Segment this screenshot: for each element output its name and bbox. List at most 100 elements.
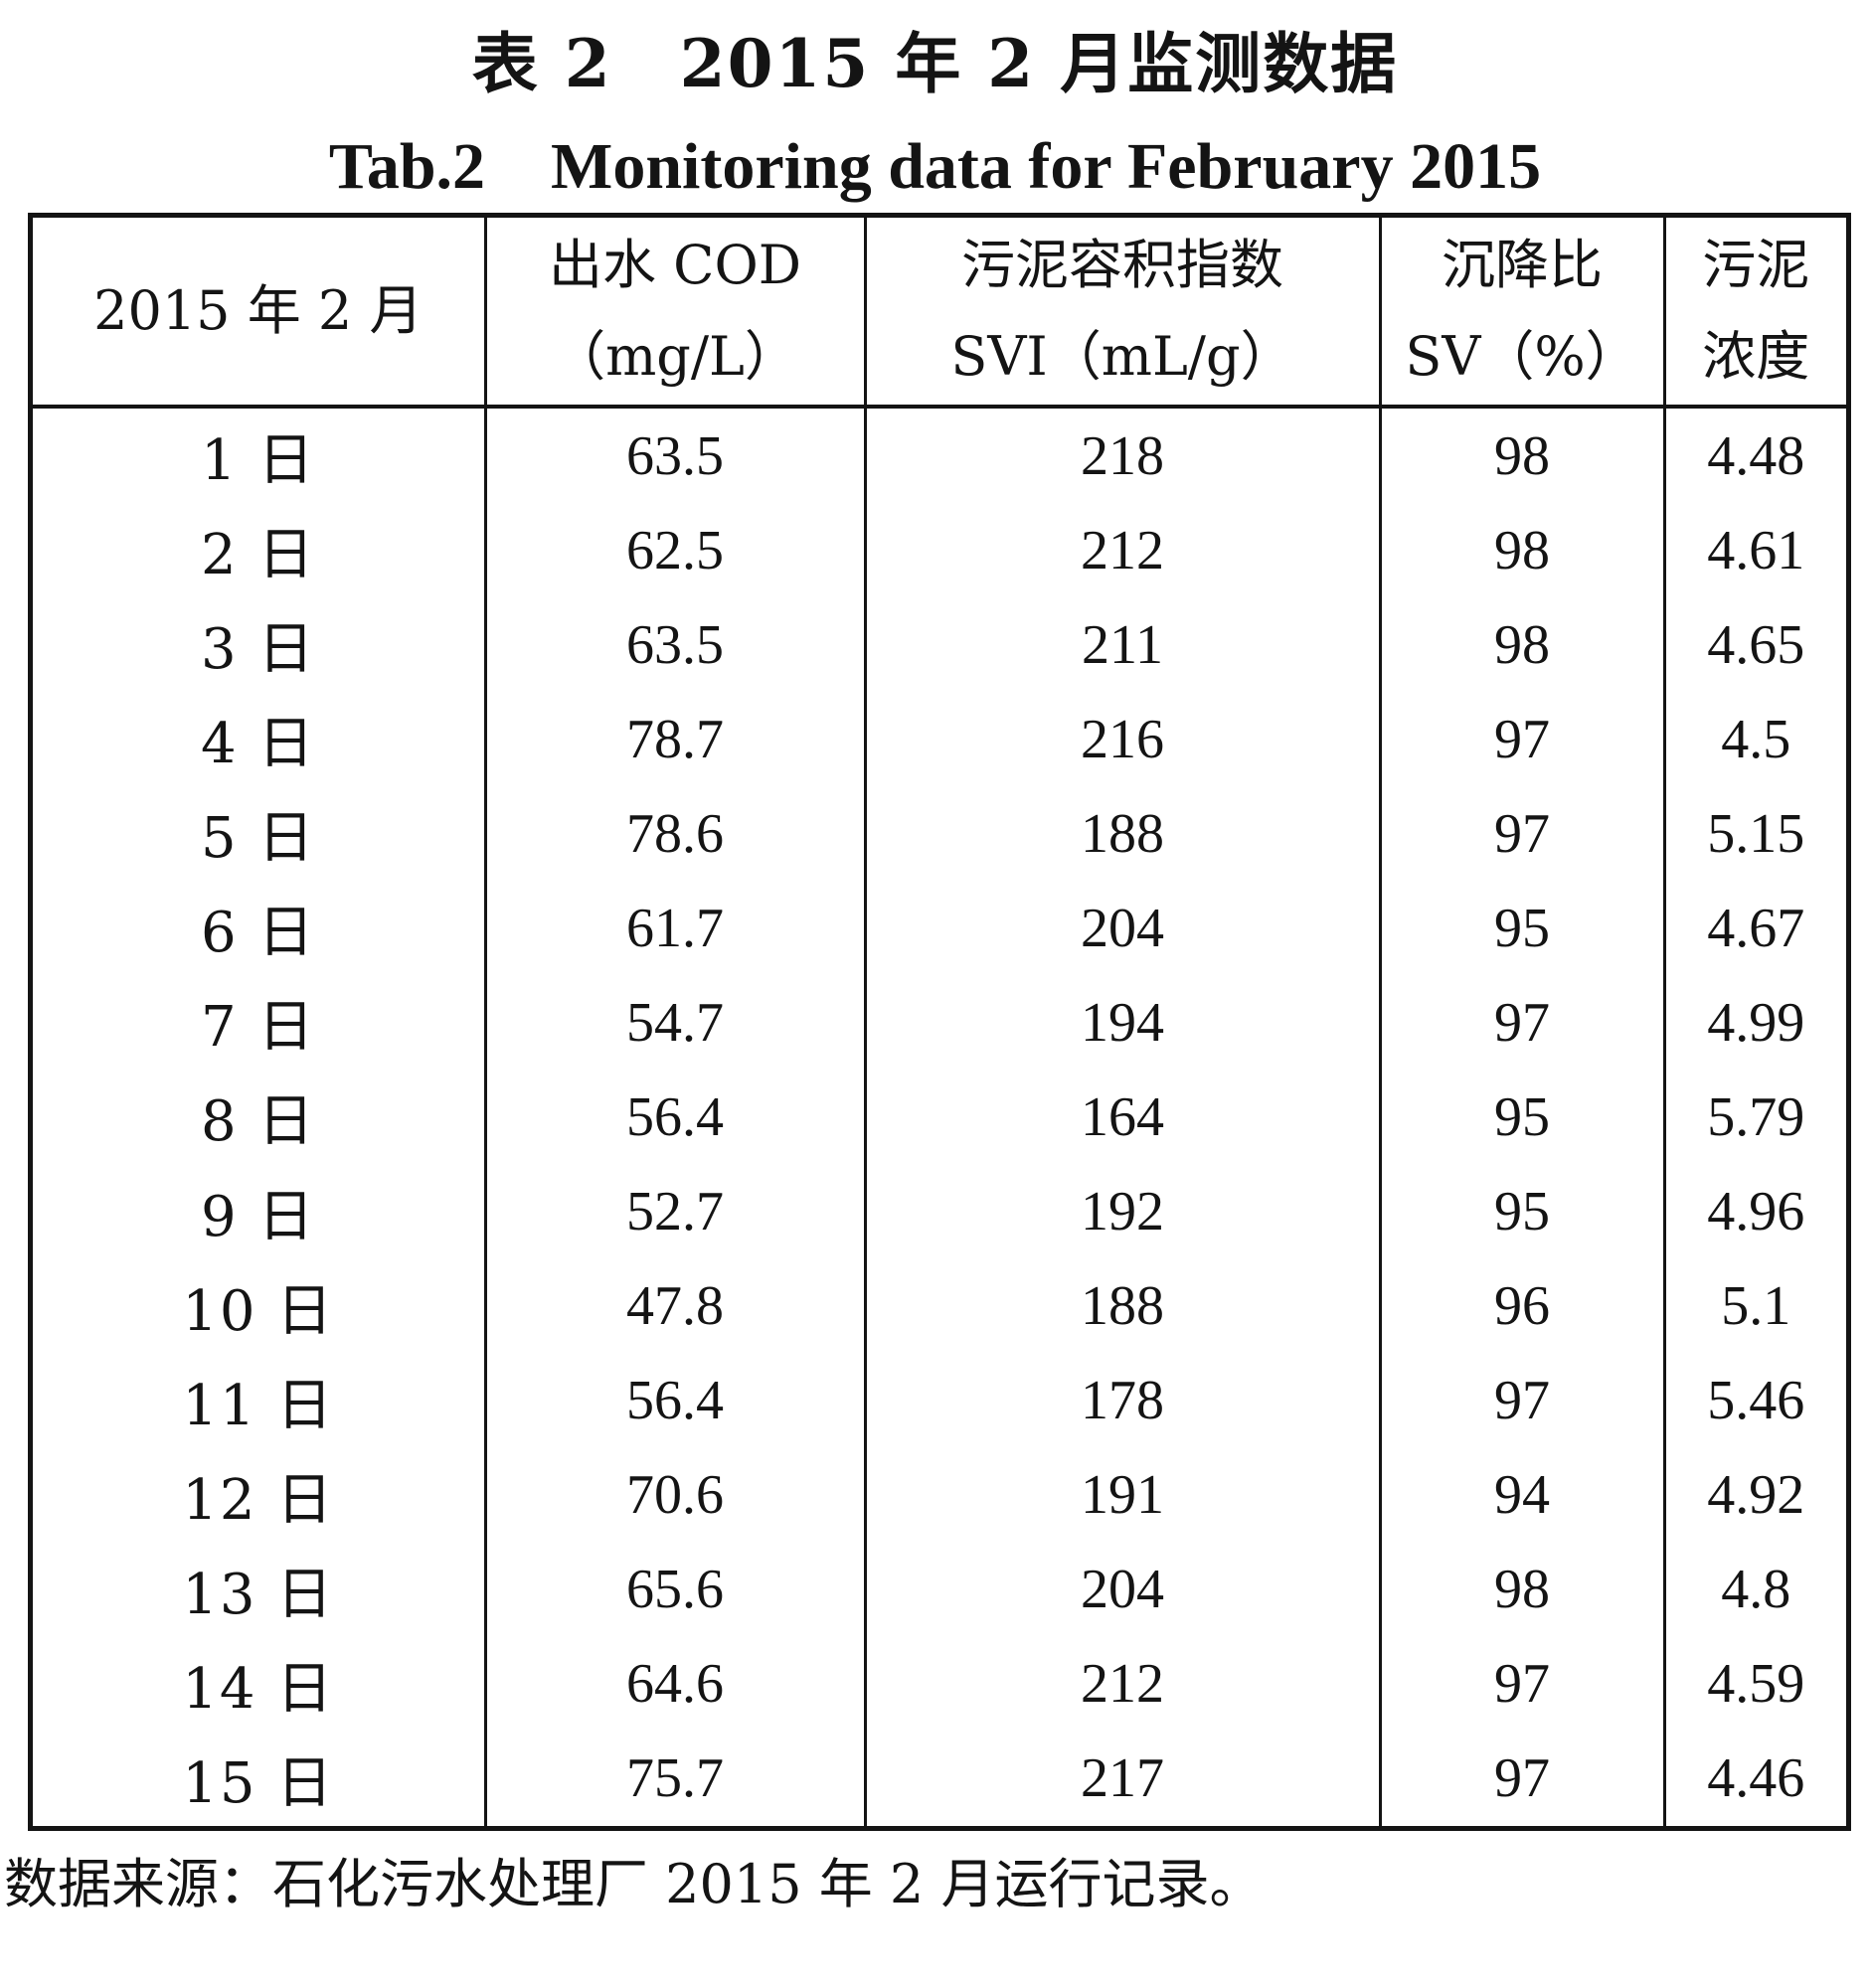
header-cod-line2: （mg/L） <box>552 325 798 388</box>
source-note: 数据来源：石化污水处理厂 2015 年 2 月运行记录。 <box>4 1853 1264 1915</box>
header-sv-line1: 沉降比 <box>1442 234 1603 296</box>
cell-cod: 70.6 <box>483 1447 865 1543</box>
cell-concentration: 4.99 <box>1662 975 1846 1071</box>
monitoring-data-table: 2015 年 2 月 出水 COD （mg/L） 污泥容积指数 SVI（mL/g… <box>28 213 1851 1831</box>
cell-sv: 97 <box>1378 975 1664 1071</box>
cell-concentration: 4.61 <box>1662 503 1846 598</box>
header-date: 2015 年 2 月 <box>33 218 485 409</box>
table-row: 5 日 78.6 188 97 5.15 <box>33 786 1846 882</box>
header-svi: 污泥容积指数 SVI（mL/g） <box>863 218 1380 409</box>
cell-concentration: 4.67 <box>1662 881 1846 976</box>
cell-sv: 98 <box>1378 503 1664 598</box>
cell-sv: 95 <box>1378 1070 1664 1165</box>
cell-sv: 97 <box>1378 692 1664 787</box>
cell-concentration: 4.65 <box>1662 597 1846 693</box>
cell-concentration: 4.46 <box>1662 1731 1846 1826</box>
cell-day: 15 日 <box>182 1750 335 1816</box>
cell-svi: 191 <box>863 1447 1380 1543</box>
cell-concentration: 4.59 <box>1662 1636 1846 1732</box>
cell-concentration: 5.79 <box>1662 1070 1846 1165</box>
cell-day: 14 日 <box>182 1656 335 1722</box>
cell-sv: 97 <box>1378 1731 1664 1826</box>
cell-day: 8 日 <box>201 1089 316 1155</box>
cell-svi: 217 <box>863 1731 1380 1826</box>
cell-cod: 63.5 <box>483 597 865 693</box>
table-title-english: Tab.2 Monitoring data for February 2015 <box>328 130 1542 203</box>
cell-svi: 178 <box>863 1353 1380 1448</box>
table-row: 9 日 52.7 192 95 4.96 <box>33 1164 1846 1259</box>
cell-sv: 98 <box>1378 1542 1664 1637</box>
cell-sv: 98 <box>1378 597 1664 693</box>
cell-sv: 95 <box>1378 1164 1664 1259</box>
cell-sv: 97 <box>1378 1353 1664 1448</box>
cell-cod: 78.7 <box>483 692 865 787</box>
cell-sv: 97 <box>1378 786 1664 882</box>
cell-svi: 192 <box>863 1164 1380 1259</box>
cell-svi: 188 <box>863 1258 1380 1354</box>
header-sludge-concentration: 污泥 浓度 <box>1662 218 1846 409</box>
cell-cod: 52.7 <box>483 1164 865 1259</box>
table-row: 8 日 56.4 164 95 5.79 <box>33 1070 1846 1165</box>
cell-svi: 194 <box>863 975 1380 1071</box>
cell-svi: 211 <box>863 597 1380 693</box>
cell-cod: 54.7 <box>483 975 865 1071</box>
cell-day: 11 日 <box>182 1373 335 1438</box>
cell-day: 9 日 <box>201 1184 316 1249</box>
header-conc-line1: 污泥 <box>1702 234 1810 296</box>
cell-sv: 96 <box>1378 1258 1664 1354</box>
table-row: 2 日 62.5 212 98 4.61 <box>33 503 1846 598</box>
table-body: 1 日 63.5 218 98 4.48 2 日 62.5 212 98 4.61 3 日 63.5 2… <box>33 407 1846 1826</box>
table-row: 13 日 65.6 204 98 4.8 <box>33 1542 1846 1637</box>
cell-cod: 56.4 <box>483 1070 865 1165</box>
header-svi-line1: 污泥容积指数 <box>961 234 1283 296</box>
cell-svi: 164 <box>863 1070 1380 1165</box>
table-row: 12 日 70.6 191 94 4.92 <box>33 1447 1846 1543</box>
cell-concentration: 4.48 <box>1662 407 1846 504</box>
table-header-row: 2015 年 2 月 出水 COD （mg/L） 污泥容积指数 SVI（mL/g… <box>33 218 1846 409</box>
header-date-line1: 2015 年 2 月 <box>93 279 424 342</box>
table-row: 15 日 75.7 217 97 4.46 <box>33 1731 1846 1826</box>
header-cod-line1: 出水 COD <box>548 234 802 296</box>
header-sv-line2: SV（%） <box>1405 325 1639 388</box>
cell-concentration: 5.46 <box>1662 1353 1846 1448</box>
cell-svi: 204 <box>863 1542 1380 1637</box>
header-sv: 沉降比 SV（%） <box>1378 218 1664 409</box>
cell-concentration: 4.96 <box>1662 1164 1846 1259</box>
cell-cod: 62.5 <box>483 503 865 598</box>
cell-sv: 97 <box>1378 1636 1664 1732</box>
header-conc-line2: 浓度 <box>1702 325 1810 388</box>
cell-cod: 78.6 <box>483 786 865 882</box>
cell-concentration: 4.92 <box>1662 1447 1846 1543</box>
cell-day: 7 日 <box>201 995 316 1061</box>
table-row: 14 日 64.6 212 97 4.59 <box>33 1636 1846 1732</box>
cell-svi: 188 <box>863 786 1380 882</box>
cell-cod: 64.6 <box>483 1636 865 1732</box>
cell-concentration: 5.1 <box>1662 1258 1846 1354</box>
cell-cod: 63.5 <box>483 407 865 504</box>
header-effluent-cod: 出水 COD （mg/L） <box>483 218 865 409</box>
cell-day: 5 日 <box>201 806 316 872</box>
table-title-chinese: 表 2 2015 年 2 月监测数据 <box>471 25 1399 102</box>
cell-svi: 218 <box>863 407 1380 504</box>
cell-svi: 212 <box>863 503 1380 598</box>
cell-svi: 204 <box>863 881 1380 976</box>
cell-cod: 65.6 <box>483 1542 865 1637</box>
cell-cod: 47.8 <box>483 1258 865 1354</box>
cell-sv: 98 <box>1378 407 1664 504</box>
cell-day: 13 日 <box>182 1562 335 1627</box>
cell-svi: 216 <box>863 692 1380 787</box>
cell-cod: 75.7 <box>483 1731 865 1826</box>
cell-day: 4 日 <box>201 712 316 777</box>
header-svi-line2: SVI（mL/g） <box>950 325 1294 388</box>
cell-concentration: 4.8 <box>1662 1542 1846 1637</box>
cell-day: 1 日 <box>201 428 316 494</box>
table-row: 3 日 63.5 211 98 4.65 <box>33 597 1846 693</box>
cell-concentration: 4.5 <box>1662 692 1846 787</box>
cell-day: 2 日 <box>201 523 316 588</box>
cell-cod: 61.7 <box>483 881 865 976</box>
table-row: 7 日 54.7 194 97 4.99 <box>33 975 1846 1071</box>
cell-concentration: 5.15 <box>1662 786 1846 882</box>
table-row: 1 日 63.5 218 98 4.48 <box>33 407 1846 504</box>
cell-svi: 212 <box>863 1636 1380 1732</box>
table-row: 4 日 78.7 216 97 4.5 <box>33 692 1846 787</box>
